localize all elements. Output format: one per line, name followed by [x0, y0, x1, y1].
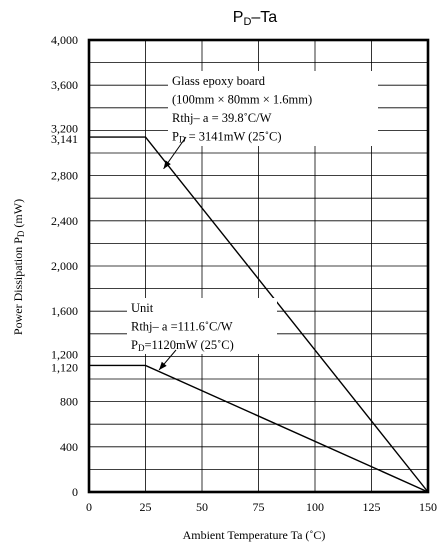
annotation-arrowhead — [163, 160, 171, 169]
chart-title: PD–Ta — [233, 9, 278, 28]
annotation-line: PD=1120mW (25˚C) — [131, 338, 234, 353]
annotation-line: Rthj– a =111.6˚C/W — [131, 320, 233, 334]
y-tick-label: 800 — [60, 395, 78, 409]
annotation-text-rest: =1120mW (25˚C) — [144, 338, 233, 352]
annotation-arrowhead — [159, 361, 167, 370]
annotation-text-sub: D — [179, 135, 186, 145]
chart-title-sub: D — [243, 16, 251, 28]
annotation-line: Rthj– a = 39.8˚C/W — [172, 111, 272, 125]
annotation-line: (100mm × 80mm × 1.6mm) — [172, 93, 312, 107]
chart-title-rest: –Ta — [251, 9, 277, 26]
y-tick-label: 3,200 — [51, 121, 78, 135]
annotation-text-sub: D — [138, 343, 145, 353]
x-tick-label: 0 — [86, 500, 92, 514]
y-tick-label: 0 — [72, 485, 78, 499]
series-line-0 — [89, 136, 429, 493]
annotation-text-rest: = 3141mW (25˚C) — [185, 130, 281, 144]
annotation-background — [168, 71, 378, 146]
y-tick-label: 3,141 — [51, 132, 78, 146]
annotation-text-main: P — [131, 338, 138, 352]
x-tick-label: 50 — [196, 500, 208, 514]
y-tick-label: 4,000 — [51, 33, 78, 47]
y-axis-label-main: Power Dissipation P — [11, 237, 25, 335]
annotation-line: PD = 3141mW (25˚C) — [172, 130, 282, 145]
y-tick-label: 2,400 — [51, 214, 78, 228]
y-tick-label: 1,120 — [51, 360, 78, 374]
annotation-line: Glass epoxy board — [172, 74, 266, 88]
annotation-0: Glass epoxy board (100mm × 80mm × 1.6mm) R… — [163, 71, 378, 170]
y-axis-label-rest: (mW) — [11, 199, 25, 231]
series-layer — [89, 136, 429, 493]
annotation-1: Unit Rthj– a =111.6˚C/W PD=1120mW (25˚C) — [127, 298, 277, 371]
x-tick-label: 25 — [140, 500, 152, 514]
x-axis-label: Ambient Temperature Ta (˚C) — [183, 528, 326, 542]
x-tick-label: 100 — [306, 500, 324, 514]
annotation-line: Unit — [131, 301, 154, 315]
series-line-1 — [89, 364, 429, 493]
x-tick-label: 150 — [419, 500, 437, 514]
y-tick-label: 1,600 — [51, 304, 78, 318]
plot-frame — [87, 38, 430, 494]
x-tick-label: 75 — [253, 500, 265, 514]
y-tick-label: 400 — [60, 440, 78, 454]
y-tick-label: 2,000 — [51, 259, 78, 273]
x-tick-labels: 0 25 50 75 100 125 150 — [86, 500, 437, 514]
y-tick-label: 3,600 — [51, 78, 78, 92]
annotation-background — [127, 298, 277, 354]
y-axis-label-sub: D — [16, 230, 26, 237]
y-axis-label: Power Dissipation PD (mW) — [11, 199, 26, 335]
annotation-text-main: P — [172, 130, 179, 144]
annotation-layer: Glass epoxy board (100mm × 80mm × 1.6mm) R… — [127, 71, 378, 371]
x-tick-label: 125 — [363, 500, 381, 514]
y-tick-label: 1,200 — [51, 347, 78, 361]
chart-title-main: P — [233, 9, 244, 26]
y-tick-label: 2,800 — [51, 169, 78, 183]
